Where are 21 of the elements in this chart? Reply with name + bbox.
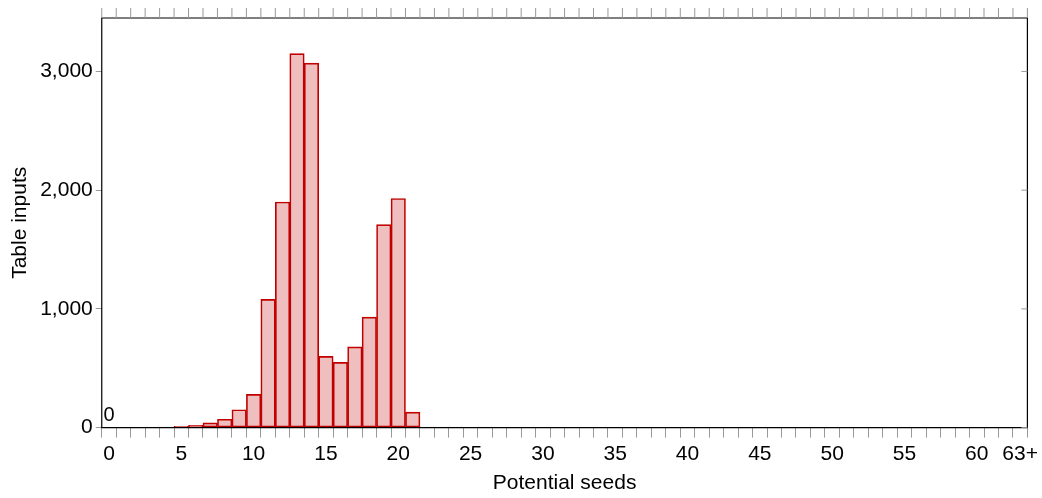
y-tick-label: 1,000 (40, 295, 93, 319)
x-tick-label: 40 (675, 441, 700, 464)
x-tick-label: 15 (314, 441, 338, 464)
x-tick-label: 35 (603, 441, 627, 464)
x-tick-label: 45 (748, 441, 772, 464)
x-tick-label: 25 (458, 441, 483, 464)
x-tick-label: 20 (386, 441, 410, 464)
x-tick-label: 63+ (1002, 441, 1038, 464)
x-tick-label: 55 (892, 441, 917, 464)
x-axis-title: Potential seeds (492, 470, 637, 494)
y-tick-label: 2,000 (40, 176, 93, 200)
y-tick-label: 0 (81, 414, 93, 438)
x-tick-label: 60 (965, 441, 989, 464)
x-tick-label: 50 (820, 441, 844, 464)
annotation: 0 (103, 403, 115, 426)
y-tick-label: 3,000 (40, 58, 93, 82)
x-tick-label: 0 (103, 441, 115, 464)
x-tick-label: 10 (241, 441, 266, 464)
x-tick-label: 5 (175, 441, 188, 464)
x-tick-label: 30 (531, 441, 555, 464)
y-axis-title: Table inputs (7, 166, 31, 279)
